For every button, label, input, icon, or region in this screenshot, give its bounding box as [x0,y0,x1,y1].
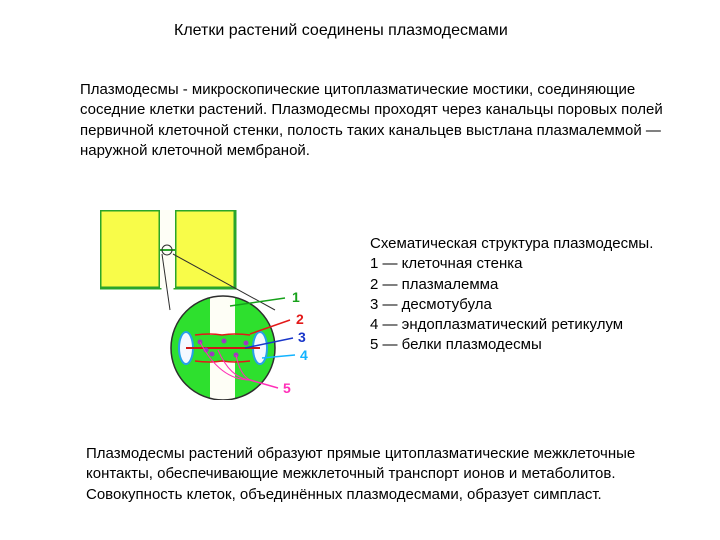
bottom-paragraph: Плазмодесмы растений образуют прямые цит… [86,444,666,505]
legend: Схематическая структура плазмодесмы. 1 —… [370,234,700,356]
diagram-number-2: 2 [296,311,304,327]
plasmodesma-diagram: 1 2 3 4 5 [100,210,350,400]
legend-heading: Схематическая структура плазмодесмы. [370,234,700,254]
diagram-number-3: 3 [298,329,306,345]
page-title: Клетки растений соединены плазмодесмами [174,22,508,40]
legend-item-4: 4 — эндоплазматический ретикулум [370,315,700,335]
legend-item-2: 2 — плазмалемма [370,275,700,295]
intro-paragraph: Плазмодесмы - микроскопические цитоплазм… [80,80,670,161]
legend-item-3: 3 — десмотубула [370,295,700,315]
diagram-number-4: 4 [300,347,308,363]
diagram-number-1: 1 [292,289,300,305]
diagram-number-5: 5 [283,380,291,396]
legend-item-5: 5 — белки плазмодесмы [370,335,700,355]
legend-item-1: 1 — клеточная стенка [370,254,700,274]
